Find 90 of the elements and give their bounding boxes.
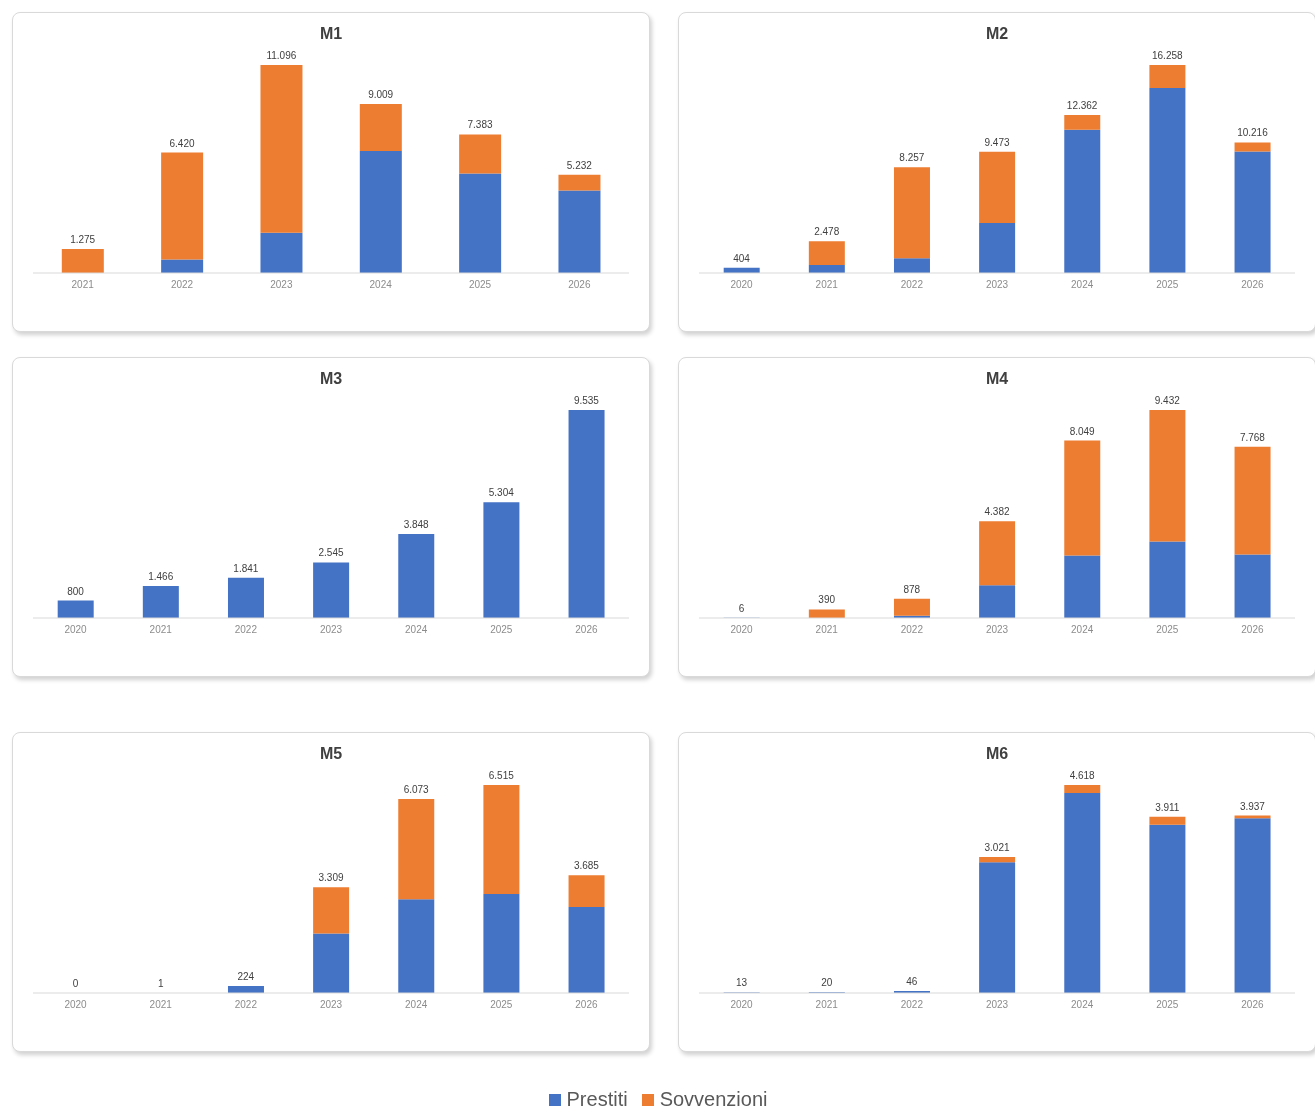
annotation: 7.768 bbox=[1239, 431, 1266, 443]
annotation: 4.618 bbox=[1069, 770, 1096, 781]
x-tick-label: 2022 bbox=[900, 624, 924, 636]
x-tick-label: 2024 bbox=[1071, 999, 1094, 1011]
x-tick-label: 2023 bbox=[319, 999, 343, 1011]
annotation: 5.232 bbox=[566, 159, 593, 171]
x-tick-label: 2024 bbox=[1071, 279, 1094, 291]
annotation: 9.432 bbox=[1154, 395, 1181, 406]
annotation: 3.911 bbox=[1155, 801, 1180, 813]
chart-title: M3 bbox=[318, 370, 344, 388]
annotation: 2.545 bbox=[318, 547, 344, 559]
annotation: 1.466 bbox=[148, 570, 174, 582]
annotation: 10.216 bbox=[1237, 127, 1269, 139]
annotation: 2.478 bbox=[814, 226, 840, 238]
x-tick-label: 2026 bbox=[1241, 999, 1264, 1011]
x-tick-label: 2026 bbox=[568, 279, 591, 291]
chart-title: M2 bbox=[984, 25, 1010, 43]
annotation: 3.309 bbox=[318, 872, 344, 884]
annotation: 3.848 bbox=[403, 518, 430, 530]
chart-title: M4 bbox=[984, 370, 1010, 388]
annotation: 5.304 bbox=[488, 487, 515, 499]
annotation: 6 bbox=[738, 602, 745, 614]
x-tick-label: 2025 bbox=[1156, 279, 1179, 291]
annotation: 1.275 bbox=[70, 234, 96, 246]
annotation: 8.257 bbox=[899, 152, 925, 164]
x-tick-label: 2023 bbox=[985, 624, 1009, 636]
x-tick-label: 2023 bbox=[985, 279, 1009, 291]
x-tick-label: 2021 bbox=[71, 279, 95, 291]
x-tick-label: 2026 bbox=[1241, 624, 1264, 636]
annotation: 3.685 bbox=[573, 860, 600, 872]
annotation: 1.841 bbox=[233, 562, 259, 574]
annotation: 6.073 bbox=[403, 783, 430, 795]
annotation: 6.420 bbox=[169, 137, 195, 149]
annotation: 3.937 bbox=[1239, 800, 1266, 812]
annotation: 404 bbox=[733, 252, 751, 264]
annotation: 9.009 bbox=[368, 89, 394, 101]
annotation: 3.021 bbox=[984, 841, 1010, 853]
x-tick-label: 2024 bbox=[369, 279, 393, 291]
x-tick-label: 2020 bbox=[730, 999, 754, 1011]
annotation: 46 bbox=[906, 975, 918, 987]
annotation: 1 bbox=[157, 978, 164, 989]
x-tick-label: 2026 bbox=[575, 999, 598, 1011]
x-tick-label: 2023 bbox=[319, 624, 343, 636]
x-tick-label: 2022 bbox=[170, 279, 194, 291]
annotation: 11.096 bbox=[266, 50, 297, 61]
x-tick-label: 2024 bbox=[405, 999, 428, 1011]
x-tick-label: 2020 bbox=[64, 999, 88, 1011]
x-tick-label: 2025 bbox=[1156, 999, 1179, 1011]
x-tick-label: 2024 bbox=[405, 624, 428, 636]
annotation: 224 bbox=[237, 970, 255, 982]
x-tick-label: 2021 bbox=[815, 279, 839, 291]
x-tick-label: 2022 bbox=[234, 999, 258, 1011]
x-tick-label: 2021 bbox=[149, 624, 173, 636]
annotation: 800 bbox=[67, 585, 85, 597]
x-tick-label: 2026 bbox=[1241, 279, 1264, 291]
chart-title: M1 bbox=[318, 25, 344, 43]
annotation: 13 bbox=[736, 977, 748, 989]
x-tick-label: 2021 bbox=[149, 999, 173, 1011]
annotation: 9.535 bbox=[573, 395, 600, 406]
legend-label: Sovvenzioni bbox=[658, 1088, 768, 1111]
x-tick-label: 2020 bbox=[730, 279, 754, 291]
x-tick-label: 2020 bbox=[64, 624, 88, 636]
chart-title: M5 bbox=[318, 745, 344, 763]
annotation: 390 bbox=[818, 594, 836, 606]
x-tick-label: 2025 bbox=[1156, 624, 1179, 636]
x-tick-label: 2023 bbox=[985, 999, 1009, 1011]
x-tick-label: 2022 bbox=[900, 279, 924, 291]
chart-title: M6 bbox=[984, 745, 1010, 763]
x-tick-label: 2024 bbox=[1071, 624, 1094, 636]
annotation: 9.473 bbox=[984, 136, 1010, 148]
x-tick-label: 2020 bbox=[730, 624, 754, 636]
x-tick-label: 2021 bbox=[815, 624, 839, 636]
x-tick-label: 2025 bbox=[490, 999, 513, 1011]
annotation: 4.382 bbox=[984, 506, 1010, 518]
annotation: 12.362 bbox=[1066, 99, 1098, 111]
annotation: 20 bbox=[821, 977, 833, 989]
annotation: 8.049 bbox=[1069, 425, 1096, 437]
annotation: 6.515 bbox=[488, 770, 515, 781]
x-tick-label: 2026 bbox=[575, 624, 598, 636]
x-tick-label: 2025 bbox=[490, 624, 513, 636]
x-tick-label: 2022 bbox=[234, 624, 258, 636]
x-tick-label: 2025 bbox=[468, 279, 492, 291]
annotation: 878 bbox=[903, 583, 921, 595]
annotation: 16.258 bbox=[1151, 50, 1184, 61]
annotation: 0 bbox=[72, 978, 79, 989]
x-tick-label: 2021 bbox=[815, 999, 839, 1011]
annotation: 7.383 bbox=[467, 119, 493, 131]
x-tick-label: 2023 bbox=[270, 279, 293, 291]
x-tick-label: 2022 bbox=[900, 999, 924, 1011]
legend-label: Prestiti bbox=[565, 1088, 628, 1111]
